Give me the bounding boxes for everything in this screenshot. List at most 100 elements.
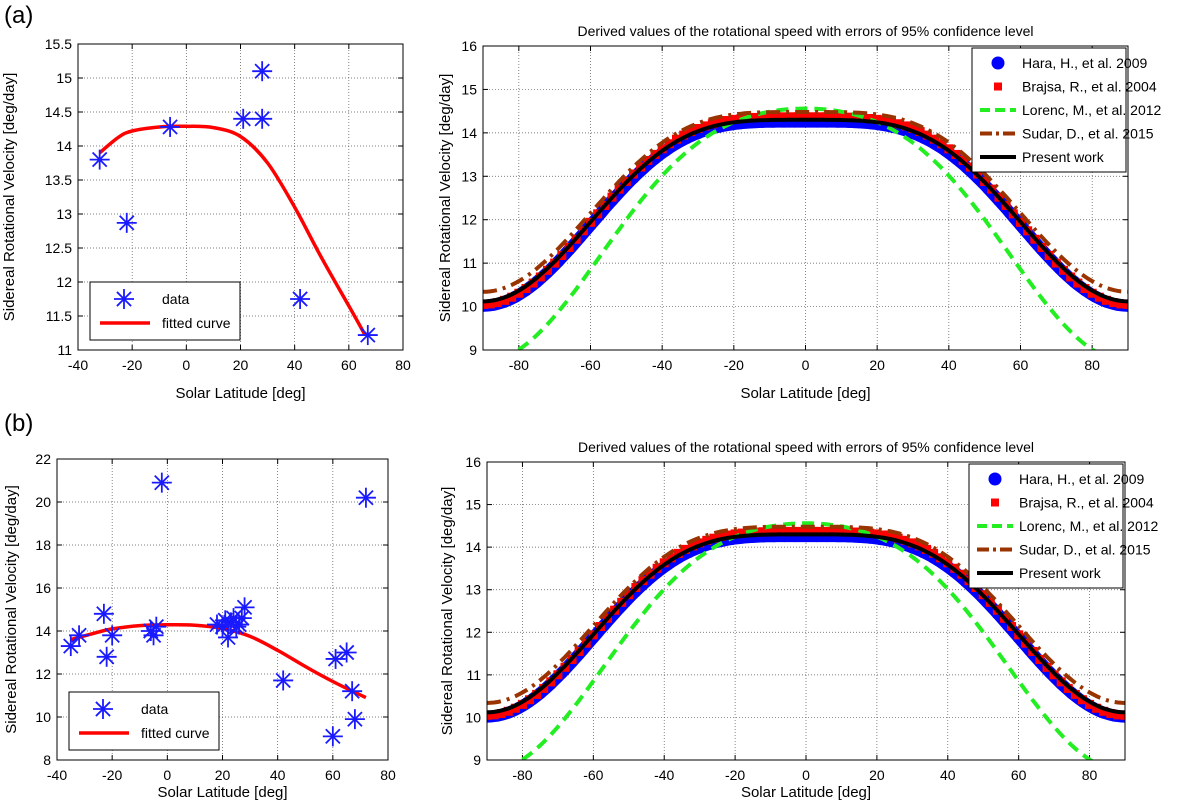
y-tick-label: 22	[35, 451, 51, 467]
series-brajsa-point	[773, 526, 783, 536]
series-brajsa-point	[525, 695, 535, 705]
axes-box	[486, 461, 1126, 761]
series-brajsa-point	[688, 541, 698, 551]
axes-box	[56, 458, 389, 761]
series-brajsa-point	[887, 117, 896, 127]
data-point-marker-stroke	[347, 711, 363, 727]
data-point-marker-stroke	[71, 627, 87, 644]
y-tick-label: 11	[466, 667, 481, 683]
x-tick-label: 60	[1011, 767, 1027, 783]
legend-hara-swatch	[991, 56, 1005, 70]
series-brajsa-point	[758, 112, 767, 122]
series-brajsa-point	[679, 130, 689, 140]
x-tick-label: 0	[163, 767, 171, 783]
series-brajsa-point	[865, 113, 875, 123]
y-tick-label: 16	[465, 454, 481, 470]
x-tick-label: -40	[47, 767, 67, 783]
data-point-marker-stroke	[91, 151, 108, 168]
series-present-line	[487, 532, 1125, 715]
x-tick-label: 20	[869, 357, 885, 373]
data-point-marker	[60, 636, 81, 657]
y-tick-label: 11.5	[46, 308, 72, 324]
series-brajsa-point	[844, 112, 853, 122]
series-brajsa-point	[1123, 299, 1128, 309]
series-brajsa-point	[886, 531, 896, 541]
series-brajsa-point	[737, 528, 747, 538]
series-brajsa-point	[772, 112, 782, 122]
x-tick-label: -60	[580, 357, 600, 373]
data-point-marker	[342, 681, 363, 702]
series-brajsa-point	[1080, 284, 1090, 294]
data-point-marker-stroke	[275, 672, 291, 689]
series-brajsa-point	[836, 527, 846, 537]
x-axis-label: Solar Latitude [deg]	[740, 385, 870, 402]
series-brajsa-point	[894, 119, 904, 129]
y-tick-label: 10	[461, 299, 477, 315]
series-brajsa-point	[492, 298, 502, 308]
data-point-marker	[89, 149, 110, 170]
data-point-marker	[344, 709, 365, 730]
data-point-marker	[357, 325, 378, 346]
y-tick-label: 11	[57, 342, 72, 358]
x-tick-label: 80	[395, 357, 411, 373]
legend-star-marker-stroke	[116, 291, 132, 307]
legend-entry-label: Present work	[1019, 565, 1102, 581]
series-brajsa-point	[709, 533, 719, 543]
data-point-marker	[336, 642, 357, 663]
series-brajsa-point	[695, 538, 705, 548]
legend-entry-label: Sudar, D., et al. 2015	[1019, 542, 1151, 558]
series-brajsa-point	[1077, 695, 1087, 705]
plot-area	[483, 106, 1128, 350]
series-brajsa-point	[900, 535, 910, 545]
series-brajsa-point	[514, 288, 524, 298]
y-tick-label: 13	[461, 168, 477, 184]
series-brajsa-point	[808, 112, 818, 122]
chart-title: Derived values of the rotational speed w…	[578, 439, 1034, 455]
series-brajsa-point	[914, 541, 924, 551]
data-point-marker	[160, 116, 181, 137]
series-brajsa-point	[1087, 288, 1097, 298]
series-brajsa-point	[750, 112, 760, 122]
data-point-marker	[151, 472, 172, 493]
y-tick-label: 12	[35, 666, 51, 682]
data-point-marker-stroke	[254, 63, 270, 79]
x-tick-label: 80	[1084, 357, 1100, 373]
series-brajsa-point	[693, 124, 703, 134]
x-tick-label: 0	[802, 767, 810, 783]
data-point-marker-stroke	[292, 291, 308, 307]
y-axis-label: Sidereal Rotational Velocity [deg/day]	[1, 73, 18, 322]
series-brajsa-point	[908, 124, 918, 134]
legend-entry-label: data	[162, 291, 189, 307]
legend-entry-label: Brajsa, R., et al. 2004	[1022, 79, 1157, 95]
data-point-marker-stroke	[98, 649, 115, 665]
y-tick-label: 16	[461, 38, 477, 54]
data-point-marker-stroke	[344, 683, 360, 699]
data-point-marker-stroke	[104, 627, 120, 644]
series-brajsa-point	[672, 134, 681, 144]
chart-title: Derived values of the rotational speed w…	[577, 23, 1033, 39]
legend-entry-label: Lorenc, M., et al. 2012	[1019, 518, 1159, 534]
y-tick-label: 15	[465, 497, 481, 513]
series-brajsa-point	[893, 533, 903, 543]
legend-star-marker-stroke	[95, 701, 111, 717]
series-brajsa-point	[851, 112, 861, 122]
data-point-marker	[96, 646, 117, 667]
x-axis-label: Solar Latitude [deg]	[157, 784, 287, 801]
data-point-marker-stroke	[220, 629, 236, 646]
series-brajsa-point	[707, 119, 717, 129]
data-point-marker	[355, 487, 376, 508]
y-tick-label: 9	[469, 342, 477, 358]
x-tick-label: -20	[102, 767, 122, 783]
x-tick-label: 20	[215, 767, 231, 783]
x-tick-label: 40	[270, 767, 286, 783]
data-point-marker	[102, 625, 123, 646]
series-brajsa-point	[836, 112, 846, 122]
x-tick-label: -20	[122, 357, 142, 373]
x-tick-label: 80	[1082, 767, 1098, 783]
legend-box	[89, 281, 241, 341]
series-brajsa-point	[801, 526, 811, 536]
series-brajsa-point	[487, 710, 492, 720]
fitted-curve-line	[98, 124, 367, 336]
y-tick-label: 13	[465, 582, 481, 598]
series-brajsa-point	[780, 526, 790, 536]
